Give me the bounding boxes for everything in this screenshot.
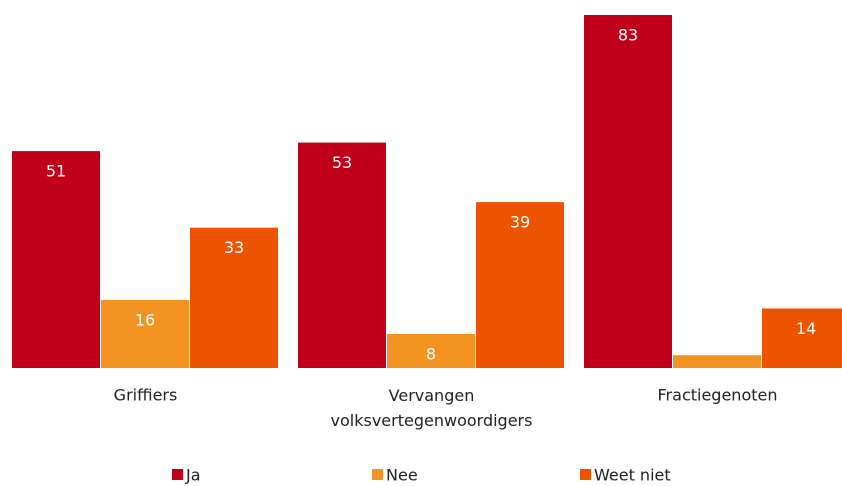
x-tick-label: Griffiers <box>114 386 178 405</box>
legend-label: Ja <box>185 466 201 485</box>
data-label: 83 <box>618 26 638 45</box>
data-label: 3 <box>712 366 722 385</box>
data-label: 39 <box>510 213 530 232</box>
bar <box>190 227 278 368</box>
bar <box>762 308 842 368</box>
legend-swatch <box>580 469 591 480</box>
bar <box>298 142 386 368</box>
x-tick-label: Vervangen volksvertegenwoordigers <box>331 386 533 430</box>
bar <box>584 15 672 368</box>
legend-label: Weet niet <box>594 466 671 485</box>
legend-swatch <box>372 469 383 480</box>
data-label: 53 <box>332 153 352 172</box>
bar <box>101 299 189 368</box>
bar <box>387 333 475 368</box>
bar <box>12 151 100 368</box>
legend-label: Nee <box>386 466 418 485</box>
legend-swatch <box>172 469 183 480</box>
data-label: 8 <box>426 344 436 363</box>
data-label: 51 <box>46 162 66 181</box>
data-label: 16 <box>135 310 155 329</box>
data-label: 14 <box>796 319 816 338</box>
data-label: 33 <box>224 238 244 257</box>
x-tick-label: Fractiegenoten <box>658 386 778 405</box>
bar <box>476 202 564 368</box>
bar <box>673 355 761 368</box>
